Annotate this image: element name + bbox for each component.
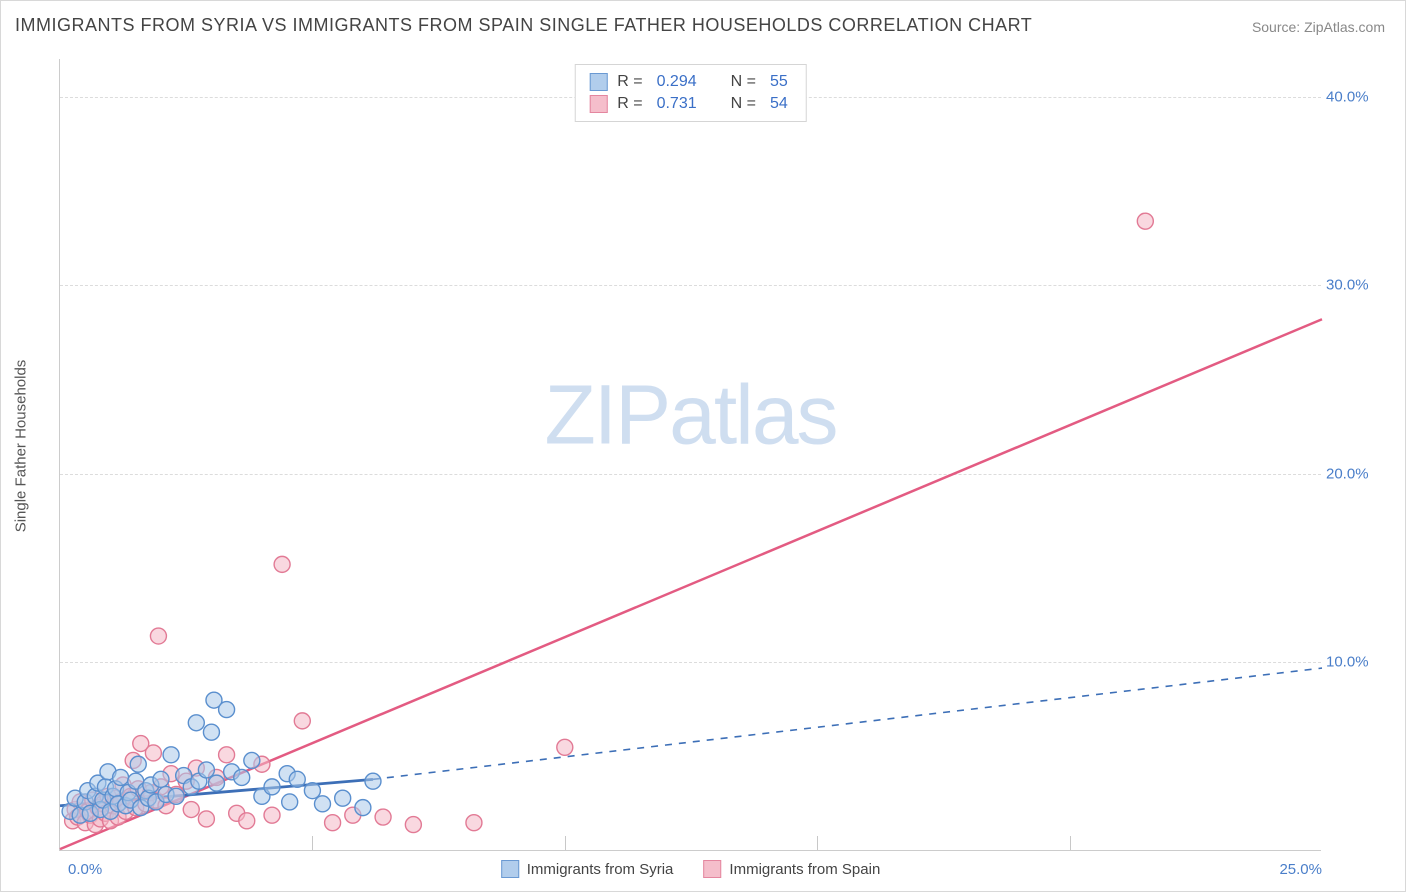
data-point [304,783,320,799]
swatch-syria-icon [501,860,519,878]
stats-legend-row-spain: R = 0.731 N = 54 [589,93,792,115]
data-point [375,809,391,825]
data-point [183,802,199,818]
data-point [168,788,184,804]
data-point [355,800,371,816]
data-point [244,752,260,768]
data-point [405,817,421,833]
legend-label-spain: Immigrants from Spain [729,861,880,878]
x-tick-label: 25.0% [1279,861,1322,878]
data-point [234,769,250,785]
data-point [325,815,341,831]
data-point [208,775,224,791]
chart-title: IMMIGRANTS FROM SYRIA VS IMMIGRANTS FROM… [15,15,1032,36]
data-point [203,724,219,740]
data-point [264,779,280,795]
data-point [198,811,214,827]
stats-legend: R = 0.294 N = 55 R = 0.731 N = 54 [574,64,807,122]
series-legend: Immigrants from Syria Immigrants from Sp… [501,860,881,878]
legend-item-syria: Immigrants from Syria [501,860,674,878]
data-point [557,739,573,755]
data-point [294,713,310,729]
data-point [219,747,235,763]
swatch-syria-icon [589,73,607,91]
data-point [264,807,280,823]
data-point [335,790,351,806]
y-tick-label: 20.0% [1326,465,1381,482]
chart-container: IMMIGRANTS FROM SYRIA VS IMMIGRANTS FROM… [0,0,1406,892]
data-point [466,815,482,831]
source-attribution: Source: ZipAtlas.com [1252,19,1385,35]
y-tick-label: 30.0% [1326,277,1381,294]
data-point [1137,213,1153,229]
y-axis-label: Single Father Households [13,360,30,533]
r-value-spain: 0.731 [653,95,701,113]
plot-svg [60,59,1321,850]
x-tick-label: 0.0% [68,861,102,878]
trend-line [373,668,1322,779]
n-value-syria: 55 [766,73,792,91]
trend-line [60,319,1322,849]
data-point [219,702,235,718]
swatch-spain-icon [589,95,607,113]
data-point [274,556,290,572]
data-point [163,747,179,763]
stats-legend-row-syria: R = 0.294 N = 55 [589,71,792,93]
data-point [130,756,146,772]
data-point [282,794,298,810]
data-point [289,771,305,787]
plot-area: ZIPatlas R = 0.294 N = 55 R = 0.731 N = … [59,59,1321,851]
data-point [150,628,166,644]
data-point [113,769,129,785]
y-tick-label: 40.0% [1326,88,1381,105]
data-point [239,813,255,829]
legend-label-syria: Immigrants from Syria [527,861,674,878]
r-value-syria: 0.294 [653,73,701,91]
r-label: R = [617,73,642,91]
n-label: N = [731,73,756,91]
y-tick-label: 10.0% [1326,654,1381,671]
data-point [145,745,161,761]
data-point [314,796,330,812]
r-label-2: R = [617,95,642,113]
data-point [153,771,169,787]
data-point [198,762,214,778]
n-label-2: N = [731,95,756,113]
legend-item-spain: Immigrants from Spain [703,860,880,878]
n-value-spain: 54 [766,95,792,113]
swatch-spain-icon [703,860,721,878]
data-point [188,715,204,731]
data-point [365,773,381,789]
